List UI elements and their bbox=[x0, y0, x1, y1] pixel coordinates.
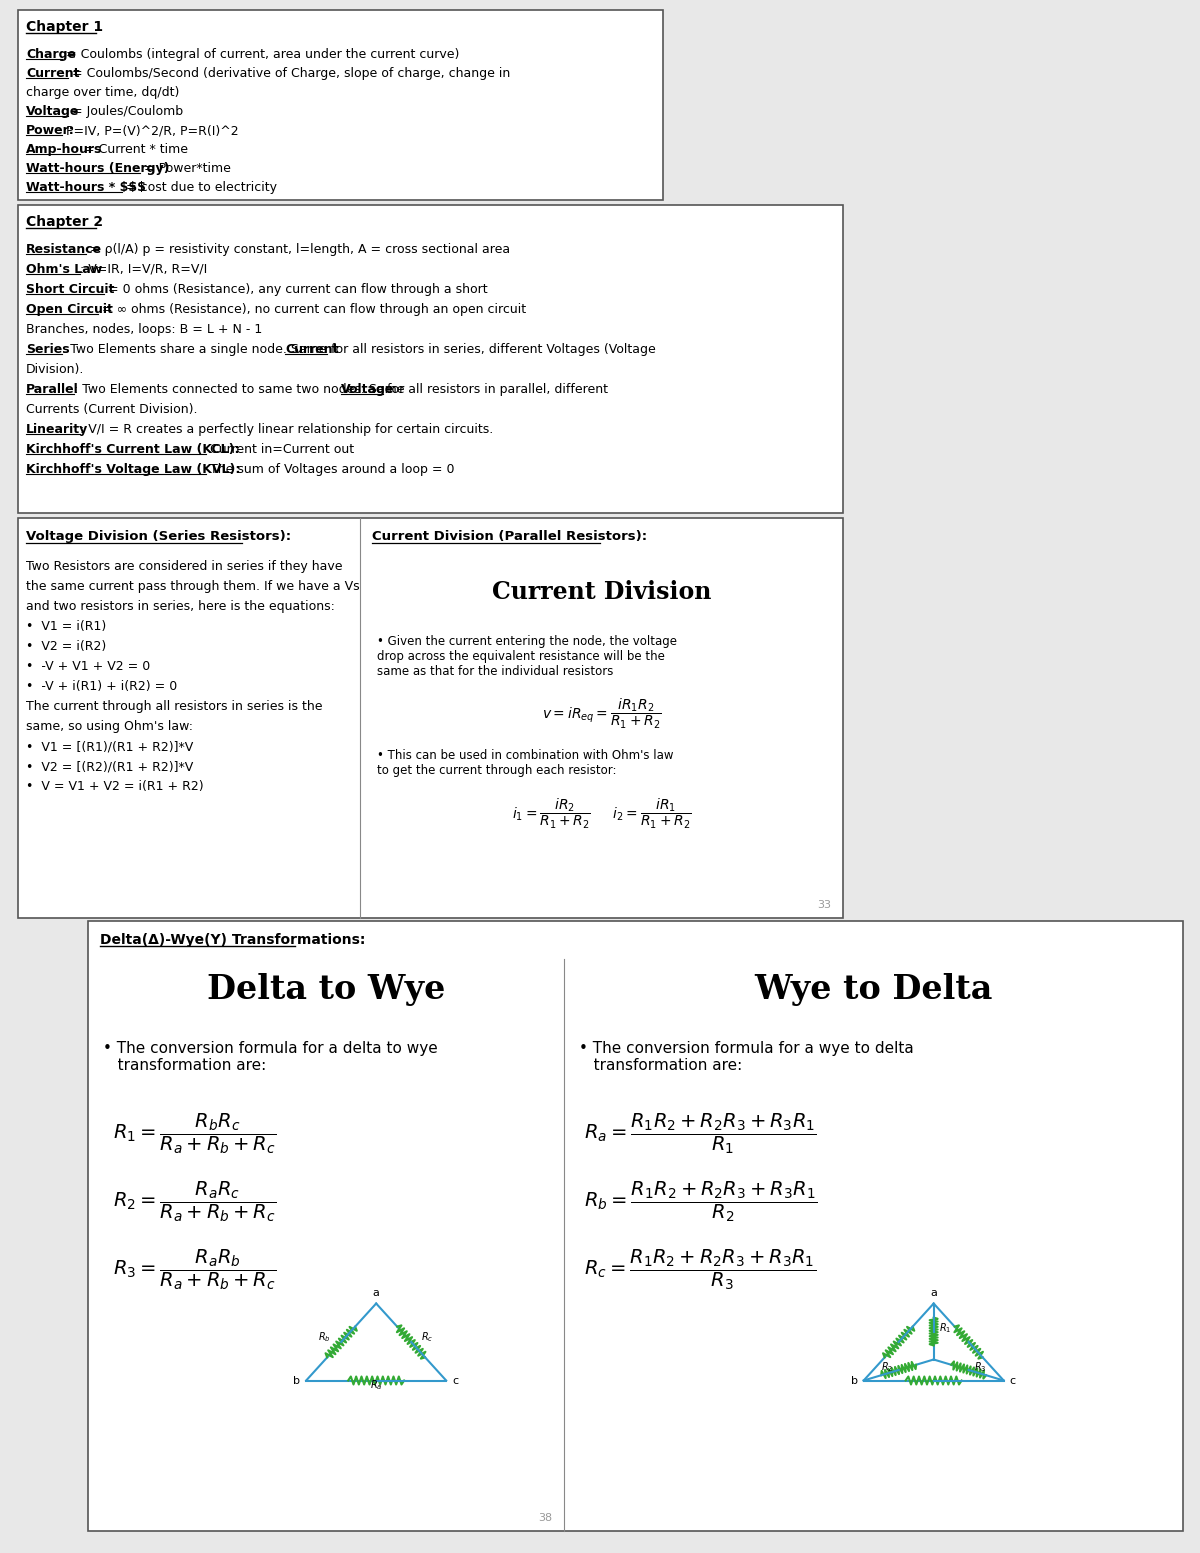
Text: • This can be used in combination with Ohm's law
to get the current through each: • This can be used in combination with O… bbox=[377, 749, 674, 776]
Text: = Joules/Coulomb: = Joules/Coulomb bbox=[68, 106, 184, 118]
Text: Charge: Charge bbox=[26, 48, 76, 61]
Text: • The conversion formula for a delta to wye
   transformation are:: • The conversion formula for a delta to … bbox=[103, 1041, 438, 1073]
Text: Current Division (Parallel Resistors):: Current Division (Parallel Resistors): bbox=[372, 530, 648, 544]
Text: •  -V + V1 + V2 = 0: • -V + V1 + V2 = 0 bbox=[26, 660, 150, 672]
Text: Ohm's Law: Ohm's Law bbox=[26, 262, 102, 276]
Text: Kirchhoff's Voltage Law (KVL):: Kirchhoff's Voltage Law (KVL): bbox=[26, 463, 240, 477]
Text: = Coulombs (integral of current, area under the current curve): = Coulombs (integral of current, area un… bbox=[62, 48, 460, 61]
Text: Resistance: Resistance bbox=[26, 242, 102, 256]
Text: Kirchhoff's Current Law (KCL):: Kirchhoff's Current Law (KCL): bbox=[26, 443, 240, 457]
FancyBboxPatch shape bbox=[18, 519, 842, 918]
Text: $R_c$: $R_c$ bbox=[421, 1329, 433, 1343]
Text: Wye to Delta: Wye to Delta bbox=[755, 974, 992, 1006]
Text: $R_b = \dfrac{R_1R_2+R_2R_3+R_3R_1}{R_2}$: $R_b = \dfrac{R_1R_2+R_2R_3+R_3R_1}{R_2}… bbox=[584, 1179, 817, 1224]
FancyBboxPatch shape bbox=[18, 9, 662, 200]
Text: Power:: Power: bbox=[26, 124, 74, 137]
Text: Parallel: Parallel bbox=[26, 384, 79, 396]
Text: Amp-hours: Amp-hours bbox=[26, 143, 102, 155]
Text: •  V2 = i(R2): • V2 = i(R2) bbox=[26, 640, 107, 652]
Text: •  -V + i(R1) + i(R2) = 0: • -V + i(R1) + i(R2) = 0 bbox=[26, 680, 178, 693]
Text: $i_1 = \dfrac{iR_2}{R_1+R_2}$     $i_2 = \dfrac{iR_1}{R_1+R_2}$: $i_1 = \dfrac{iR_2}{R_1+R_2}$ $i_2 = \df… bbox=[512, 797, 691, 831]
Text: Two Resistors are considered in series if they have: Two Resistors are considered in series i… bbox=[26, 561, 342, 573]
Text: $R_3 = \dfrac{R_aR_b}{R_a+R_b+R_c}$: $R_3 = \dfrac{R_aR_b}{R_a+R_b+R_c}$ bbox=[113, 1247, 276, 1292]
Text: •  V = V1 + V2 = i(R1 + R2): • V = V1 + V2 = i(R1 + R2) bbox=[26, 780, 204, 794]
Text: : V=IR, I=V/R, R=V/I: : V=IR, I=V/R, R=V/I bbox=[80, 262, 208, 276]
Text: a: a bbox=[930, 1287, 937, 1297]
Text: Current Division: Current Division bbox=[492, 579, 712, 604]
Text: $R_2$: $R_2$ bbox=[881, 1360, 894, 1374]
Text: Linearity: Linearity bbox=[26, 422, 89, 436]
Text: Current: Current bbox=[26, 67, 79, 81]
Text: $R_a = \dfrac{R_1R_2+R_2R_3+R_3R_1}{R_1}$: $R_a = \dfrac{R_1R_2+R_2R_3+R_3R_1}{R_1}… bbox=[584, 1110, 817, 1155]
Text: $R_1$: $R_1$ bbox=[938, 1322, 952, 1336]
Text: Watt-hours * $$$: Watt-hours * $$$ bbox=[26, 182, 146, 194]
Text: b: b bbox=[293, 1376, 300, 1385]
Text: $R_b$: $R_b$ bbox=[318, 1329, 331, 1343]
Text: •  V1 = [(R1)/(R1 + R2)]*V: • V1 = [(R1)/(R1 + R2)]*V bbox=[26, 739, 193, 753]
Text: Short Circuit: Short Circuit bbox=[26, 283, 114, 297]
Text: for all resistors in parallel, different: for all resistors in parallel, different bbox=[383, 384, 608, 396]
Text: Delta(Δ)-Wye(Y) Transformations:: Delta(Δ)-Wye(Y) Transformations: bbox=[100, 933, 365, 947]
Text: same, so using Ohm's law:: same, so using Ohm's law: bbox=[26, 721, 193, 733]
Text: Series: Series bbox=[26, 343, 70, 356]
Text: Current: Current bbox=[286, 343, 338, 356]
Text: = ρ(l/A) p = resistivity constant, l=length, A = cross sectional area: = ρ(l/A) p = resistivity constant, l=len… bbox=[86, 242, 510, 256]
Text: : Two Elements connected to same two nodes. Same: : Two Elements connected to same two nod… bbox=[74, 384, 408, 396]
Text: Delta to Wye: Delta to Wye bbox=[206, 974, 445, 1006]
Text: The sum of Voltages around a loop = 0: The sum of Voltages around a loop = 0 bbox=[206, 463, 455, 477]
Text: charge over time, dq/dt): charge over time, dq/dt) bbox=[26, 85, 179, 99]
Text: P=IV, P=(V)^2/R, P=R(I)^2: P=IV, P=(V)^2/R, P=R(I)^2 bbox=[62, 124, 239, 137]
Text: = ∞ ohms (Resistance), no current can flow through an open circuit: = ∞ ohms (Resistance), no current can fl… bbox=[98, 303, 526, 315]
Text: : V/I = R creates a perfectly linear relationship for certain circuits.: : V/I = R creates a perfectly linear rel… bbox=[80, 422, 493, 436]
FancyBboxPatch shape bbox=[88, 921, 1183, 1531]
Text: = 0 ohms (Resistance), any current can flow through a short: = 0 ohms (Resistance), any current can f… bbox=[104, 283, 487, 297]
Text: $v = iR_{eq} = \dfrac{iR_1R_2}{R_1+R_2}$: $v = iR_{eq} = \dfrac{iR_1R_2}{R_1+R_2}$ bbox=[541, 697, 661, 731]
Text: 38: 38 bbox=[539, 1513, 552, 1523]
Text: • The conversion formula for a wye to delta
   transformation are:: • The conversion formula for a wye to de… bbox=[580, 1041, 914, 1073]
Text: Chapter 2: Chapter 2 bbox=[26, 214, 103, 228]
Text: Open Circuit: Open Circuit bbox=[26, 303, 113, 315]
Text: •  V2 = [(R2)/(R1 + R2)]*V: • V2 = [(R2)/(R1 + R2)]*V bbox=[26, 759, 193, 773]
Text: The current through all resistors in series is the: The current through all resistors in ser… bbox=[26, 700, 323, 713]
Text: Currents (Current Division).: Currents (Current Division). bbox=[26, 402, 198, 416]
Text: c: c bbox=[1009, 1376, 1015, 1385]
Text: the same current pass through them. If we have a Vs: the same current pass through them. If w… bbox=[26, 579, 360, 593]
Text: $R_3$: $R_3$ bbox=[973, 1360, 986, 1374]
Text: $R_2 = \dfrac{R_aR_c}{R_a+R_b+R_c}$: $R_2 = \dfrac{R_aR_c}{R_a+R_b+R_c}$ bbox=[113, 1179, 276, 1224]
Text: Voltage: Voltage bbox=[26, 106, 79, 118]
Text: $R_a$: $R_a$ bbox=[370, 1379, 383, 1393]
Text: • Given the current entering the node, the voltage
drop across the equivalent re: • Given the current entering the node, t… bbox=[377, 635, 677, 679]
Text: : Two Elements share a single node. Same: : Two Elements share a single node. Same bbox=[62, 343, 330, 356]
Text: Division).: Division). bbox=[26, 363, 84, 376]
Text: = Current * time: = Current * time bbox=[80, 143, 188, 155]
Text: a: a bbox=[373, 1287, 379, 1297]
Text: Branches, nodes, loops: B = L + N - 1: Branches, nodes, loops: B = L + N - 1 bbox=[26, 323, 263, 335]
Text: b: b bbox=[851, 1376, 858, 1385]
Text: Chapter 1: Chapter 1 bbox=[26, 20, 103, 34]
Text: for all resistors in series, different Voltages (Voltage: for all resistors in series, different V… bbox=[328, 343, 656, 356]
Text: c: c bbox=[452, 1376, 458, 1385]
Text: Voltage: Voltage bbox=[341, 384, 395, 396]
Text: $R_1 = \dfrac{R_bR_c}{R_a+R_b+R_c}$: $R_1 = \dfrac{R_bR_c}{R_a+R_b+R_c}$ bbox=[113, 1110, 276, 1155]
Text: = Coulombs/Second (derivative of Charge, slope of charge, change in: = Coulombs/Second (derivative of Charge,… bbox=[68, 67, 510, 81]
Text: Watt-hours (Energy): Watt-hours (Energy) bbox=[26, 162, 169, 175]
Text: 33: 33 bbox=[817, 901, 830, 910]
Text: = cost due to electricity: = cost due to electricity bbox=[122, 182, 277, 194]
Text: $R_c = \dfrac{R_1R_2+R_2R_3+R_3R_1}{R_3}$: $R_c = \dfrac{R_1R_2+R_2R_3+R_3R_1}{R_3}… bbox=[584, 1247, 816, 1292]
FancyBboxPatch shape bbox=[18, 205, 842, 512]
Text: Current in=Current out: Current in=Current out bbox=[206, 443, 354, 457]
Text: = Power*time: = Power*time bbox=[140, 162, 230, 175]
Text: •  V1 = i(R1): • V1 = i(R1) bbox=[26, 620, 107, 634]
Text: and two resistors in series, here is the equations:: and two resistors in series, here is the… bbox=[26, 599, 335, 613]
Text: Voltage Division (Series Resistors):: Voltage Division (Series Resistors): bbox=[26, 530, 292, 544]
